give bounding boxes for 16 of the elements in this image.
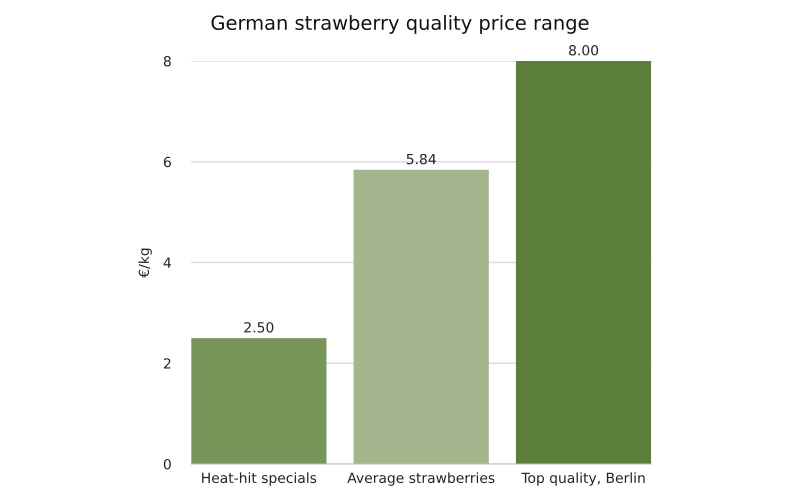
- y-tick-label: 4: [164, 258, 171, 268]
- bar: [191, 338, 326, 464]
- x-tick-label: Top quality, Berlin: [521, 472, 645, 486]
- y-tick-label: 0: [164, 458, 171, 470]
- y-tick-label: 8: [164, 56, 171, 66]
- data-label: 2.50: [244, 322, 274, 333]
- y-tick-label: 6: [164, 156, 171, 168]
- bar: [354, 170, 489, 464]
- chart-title: German strawberry quality price range: [212, 15, 588, 34]
- x-tick-label: Average strawberries: [347, 472, 494, 486]
- data-label: 5.84: [406, 154, 436, 164]
- data-label: 8.00: [569, 45, 598, 56]
- x-tick-label: Heat-hit specials: [202, 472, 316, 486]
- bar: [516, 61, 652, 464]
- y-tick-label: 2: [164, 358, 170, 369]
- y-axis-title: €/kg: [138, 248, 152, 278]
